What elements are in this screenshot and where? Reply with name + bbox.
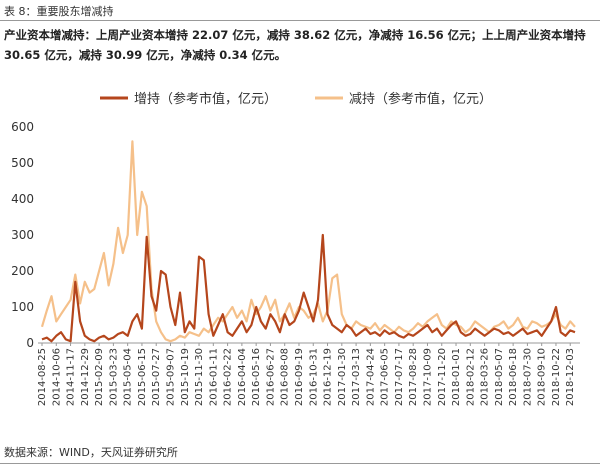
x-tick-label: 2015-03-23 [108, 348, 119, 406]
x-tick-label: 2018-06-18 [508, 348, 519, 406]
rule [0, 20, 600, 21]
x-tick-label: 2016-01-11 [208, 348, 219, 406]
x-tick-label: 2015-10-19 [180, 348, 191, 406]
x-tick-label: 2015-09-07 [165, 348, 176, 406]
x-tick-label: 2017-08-28 [408, 348, 419, 406]
x-tick-label: 2016-04-04 [237, 348, 248, 406]
y-tick-label: 600 [11, 120, 34, 134]
legend-label: 减持（参考市值，亿元） [349, 91, 492, 107]
x-tick-label: 2015-02-09 [94, 348, 105, 406]
x-tick-label: 2016-10-31 [308, 348, 319, 406]
x-tick-label: 2017-03-13 [351, 348, 362, 406]
x-tick-label: 2014-10-06 [51, 348, 62, 406]
x-tick-label: 2016-08-08 [280, 348, 291, 406]
y-tick-label: 400 [11, 192, 34, 206]
x-tick-label: 2018-02-12 [465, 348, 476, 406]
table-title: 表 8：重要股东增减持 [4, 5, 114, 18]
y-tick-label: 100 [11, 300, 34, 314]
x-tick-label: 2017-01-30 [337, 348, 348, 406]
series-line [40, 140, 576, 343]
x-tick-label: 2018-09-10 [537, 348, 548, 406]
rule [0, 463, 600, 464]
source: 数据来源：WIND，天风证券研究所 [4, 446, 178, 459]
x-tick-label: 2018-10-22 [551, 348, 562, 406]
y-tick-label: 500 [11, 156, 34, 170]
x-tick-label: 2014-11-17 [66, 348, 77, 406]
y-tick-label: 200 [11, 264, 34, 278]
x-tick-label: 2017-10-09 [422, 348, 433, 406]
x-tick-label: 2015-06-15 [137, 348, 148, 406]
x-tick-label: 2017-07-17 [394, 348, 405, 406]
series-line [41, 233, 576, 343]
x-tick-label: 2016-09-19 [294, 348, 305, 406]
chart: 0 100 200 300 400 500 600 2014-08-25 2014-10-06 2… [11, 91, 580, 406]
x-tick-label: 2016-12-19 [323, 348, 334, 406]
x-tick-label: 2016-06-27 [265, 348, 276, 406]
x-tick-label: 2018-03-26 [480, 348, 491, 406]
x-tick-label: 2018-01-01 [451, 348, 462, 406]
x-tick-label: 2014-12-29 [80, 348, 91, 406]
x-tick-label: 2015-07-27 [151, 348, 162, 406]
y-tick-label: 0 [26, 336, 34, 350]
x-tick-label: 2015-05-04 [123, 348, 134, 406]
x-tick-label: 2017-06-05 [380, 348, 391, 406]
x-tick-label: 2015-11-30 [194, 348, 205, 406]
x-tick-label: 2014-08-25 [37, 348, 48, 406]
x-tick-label: 2017-11-20 [437, 348, 448, 406]
x-tick-label: 2018-05-07 [494, 348, 505, 406]
legend-label: 增持（参考市值，亿元） [134, 91, 277, 107]
x-tick-label: 2016-05-16 [251, 348, 262, 406]
summary: 产业资本增减持：上周产业资本增持 22.07 亿元，减持 38.62 亿元，净减… [4, 28, 586, 62]
x-tick-label: 2018-12-03 [565, 348, 576, 406]
x-tick-label: 2017-04-24 [365, 348, 376, 406]
x-tick-label: 2018-07-30 [522, 348, 533, 406]
x-tick-label: 2016-02-22 [223, 348, 234, 406]
y-tick-label: 300 [11, 228, 34, 242]
